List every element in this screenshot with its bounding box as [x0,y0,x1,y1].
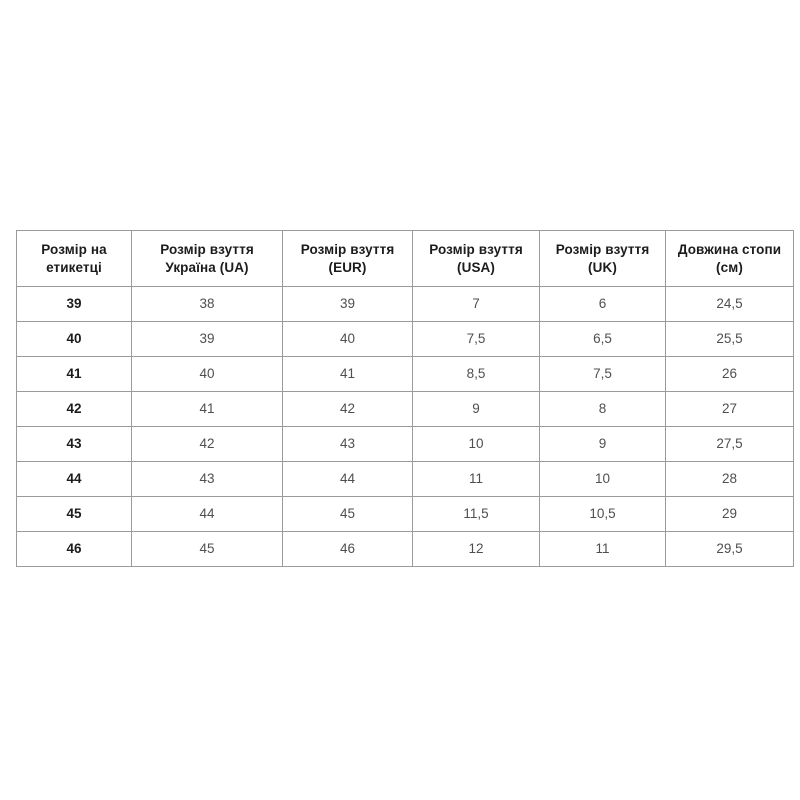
table-header-row: Розмір на етикетці Розмір взуття Україна… [16,230,794,287]
table-cell: 43 [282,426,413,462]
table-cell: 27,5 [665,426,794,462]
table-cell: 27 [665,391,794,427]
table-cell: 11,5 [412,496,540,532]
column-header-size-uk: Розмір взуття (UK) [539,230,666,287]
table-row: 46 45 46 12 11 29,5 [16,531,794,567]
column-header-size-ua: Розмір взуття Україна (UA) [131,230,283,287]
table-cell: 8,5 [412,356,540,392]
cell-label-size: 41 [16,356,132,392]
table-cell: 9 [412,391,540,427]
cell-label-size: 44 [16,461,132,497]
table-cell: 42 [282,391,413,427]
table-cell: 8 [539,391,666,427]
table-cell: 39 [282,286,413,322]
table-cell: 7,5 [412,321,540,357]
table-row: 45 44 45 11,5 10,5 29 [16,496,794,532]
table-cell: 25,5 [665,321,794,357]
table-cell: 12 [412,531,540,567]
table-cell: 29 [665,496,794,532]
table-cell: 41 [282,356,413,392]
table-cell: 6 [539,286,666,322]
table-cell: 26 [665,356,794,392]
table-cell: 45 [131,531,283,567]
table-cell: 29,5 [665,531,794,567]
table-row: 39 38 39 7 6 24,5 [16,286,794,322]
table-cell: 11 [539,531,666,567]
table-row: 44 43 44 11 10 28 [16,461,794,497]
table-cell: 42 [131,426,283,462]
table-cell: 46 [282,531,413,567]
table-cell: 39 [131,321,283,357]
cell-label-size: 39 [16,286,132,322]
table-header: Розмір на етикетці Розмір взуття Україна… [16,230,794,287]
size-chart-container: Розмір на етикетці Розмір взуття Україна… [16,230,794,567]
column-header-size-eur: Розмір взуття (EUR) [282,230,413,287]
table-cell: 43 [131,461,283,497]
table-cell: 44 [282,461,413,497]
table-body: 39 38 39 7 6 24,5 40 39 40 7,5 6,5 25,5 41 40 41 8,5 7,5… [16,286,794,567]
table-cell: 6,5 [539,321,666,357]
table-row: 43 42 43 10 9 27,5 [16,426,794,462]
cell-label-size: 46 [16,531,132,567]
table-cell: 45 [282,496,413,532]
table-row: 40 39 40 7,5 6,5 25,5 [16,321,794,357]
cell-label-size: 43 [16,426,132,462]
table-cell: 24,5 [665,286,794,322]
table-cell: 41 [131,391,283,427]
shoe-size-conversion-table: Розмір на етикетці Розмір взуття Україна… [16,230,794,567]
table-cell: 7 [412,286,540,322]
table-cell: 11 [412,461,540,497]
table-cell: 40 [131,356,283,392]
column-header-label-size: Розмір на етикетці [16,230,132,287]
table-row: 42 41 42 9 8 27 [16,391,794,427]
table-cell: 10,5 [539,496,666,532]
column-header-size-usa: Розмір взуття (USA) [412,230,540,287]
cell-label-size: 45 [16,496,132,532]
table-cell: 9 [539,426,666,462]
table-row: 41 40 41 8,5 7,5 26 [16,356,794,392]
table-cell: 38 [131,286,283,322]
table-cell: 10 [412,426,540,462]
table-cell: 7,5 [539,356,666,392]
cell-label-size: 40 [16,321,132,357]
column-header-foot-length: Довжина стопи (см) [665,230,794,287]
table-cell: 44 [131,496,283,532]
cell-label-size: 42 [16,391,132,427]
table-cell: 10 [539,461,666,497]
table-cell: 40 [282,321,413,357]
table-cell: 28 [665,461,794,497]
